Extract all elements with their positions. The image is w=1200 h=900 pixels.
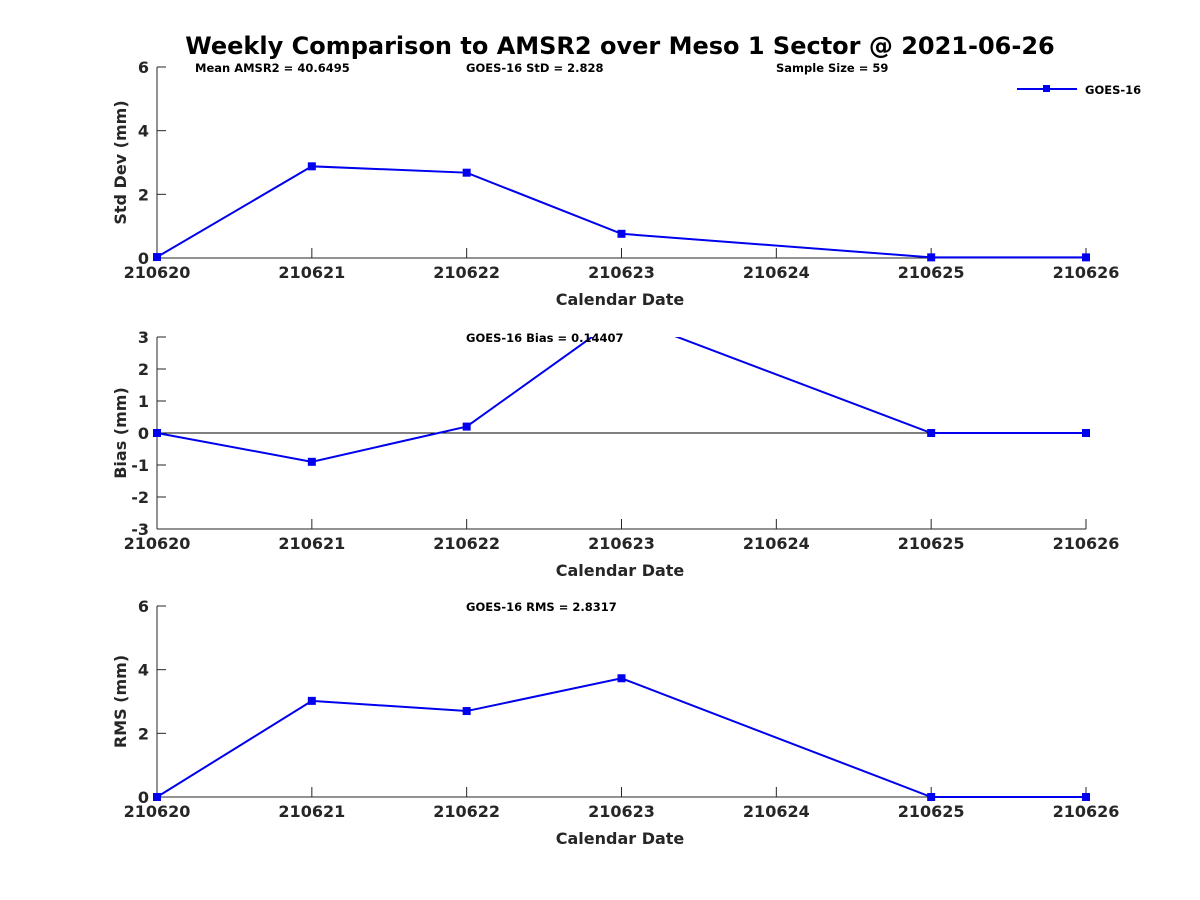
series-GOES-16 (153, 674, 1090, 801)
y-tick-label: -1 (131, 456, 149, 475)
series-GOES-16 (153, 312, 1090, 466)
x-tick-label: 210626 (1053, 263, 1120, 282)
x-tick-label: 210621 (278, 534, 345, 553)
y-axis-label: RMS (mm) (111, 655, 130, 748)
data-point (153, 793, 161, 801)
x-axis-label: Calendar Date (556, 290, 685, 309)
series-line (156, 677, 1086, 798)
y-tick-label: 2 (138, 724, 149, 743)
data-point (617, 229, 626, 238)
data-point (617, 674, 626, 683)
data-point (927, 429, 936, 437)
subplot-2: 210620 210621 210622 210623 210624 210625 2106… (111, 312, 1120, 580)
x-tick-label: 210626 (1053, 534, 1120, 553)
x-tick-label: 210620 (124, 263, 191, 282)
y-tick-label: -2 (131, 488, 149, 507)
y-tick-label: 4 (138, 661, 149, 680)
y-tick-label: 1 (138, 392, 149, 411)
x-tick-label: 210623 (588, 534, 655, 553)
x-tick-label: 210621 (278, 263, 345, 282)
x-tick-label: 210624 (743, 802, 810, 821)
data-point (1082, 429, 1090, 437)
data-point (153, 253, 161, 262)
x-axis-label: Calendar Date (556, 561, 685, 580)
legend-marker (1043, 85, 1050, 92)
subplot-1: 210620 210621 210622 210623 210624 210625 2106… (111, 58, 1141, 309)
data-point (307, 696, 316, 705)
y-tick-label: 0 (138, 249, 149, 268)
data-point (1082, 253, 1090, 262)
y-tick-label: 6 (138, 58, 149, 77)
chart-title: Weekly Comparison to AMSR2 over Meso 1 S… (185, 32, 1054, 60)
annotation: GOES-16 Bias = 0.14407 (466, 331, 623, 345)
x-tick-label: 210621 (278, 802, 345, 821)
x-tick-label: 210623 (588, 263, 655, 282)
y-tick-label: 4 (138, 122, 149, 141)
x-tick-label: 210622 (433, 802, 500, 821)
x-tick-label: 210622 (433, 534, 500, 553)
data-point (618, 312, 626, 320)
x-tick-label: 210620 (124, 802, 191, 821)
y-tick-label: 0 (138, 424, 149, 443)
series-GOES-16 (153, 162, 1090, 262)
x-tick-label: 210624 (743, 534, 810, 553)
y-tick-label: -3 (131, 520, 149, 539)
x-tick-label: 210625 (898, 263, 965, 282)
data-point (462, 422, 471, 431)
series-line (156, 337, 1086, 463)
x-tick-label: 210624 (743, 263, 810, 282)
annotation: GOES-16 StD = 2.828 (466, 61, 603, 75)
x-tick-label: 210625 (898, 802, 965, 821)
data-point (307, 457, 316, 466)
subplot-3: 210620 210621 210622 210623 210624 210625 2106… (111, 597, 1119, 848)
x-tick-label: 210622 (433, 263, 500, 282)
y-axis-label: Bias (mm) (111, 387, 130, 479)
x-tick-label: 210620 (124, 534, 191, 553)
data-point (927, 793, 936, 801)
data-point (927, 253, 936, 262)
y-axis-label: Std Dev (mm) (111, 100, 130, 224)
y-tick-label: 3 (138, 328, 149, 347)
legend: GOES-16 (1017, 83, 1141, 97)
annotation: Sample Size = 59 (776, 61, 888, 75)
x-tick-label: 210623 (588, 802, 655, 821)
x-axis-label: Calendar Date (556, 829, 685, 848)
data-point (153, 429, 161, 437)
y-tick-label: 0 (138, 788, 149, 807)
x-tick-label: 210625 (898, 534, 965, 553)
data-point (462, 707, 471, 716)
x-tick-label: 210626 (1053, 802, 1120, 821)
data-point (307, 162, 316, 171)
data-point (1082, 793, 1090, 801)
y-tick-label: 6 (138, 597, 149, 616)
annotation: GOES-16 RMS = 2.8317 (466, 600, 617, 614)
annotation: Mean AMSR2 = 40.6495 (195, 61, 350, 75)
y-tick-label: 2 (138, 360, 149, 379)
legend-label: GOES-16 (1085, 83, 1141, 97)
data-point (462, 168, 471, 177)
y-tick-label: 2 (138, 185, 149, 204)
series-line (156, 165, 1086, 259)
